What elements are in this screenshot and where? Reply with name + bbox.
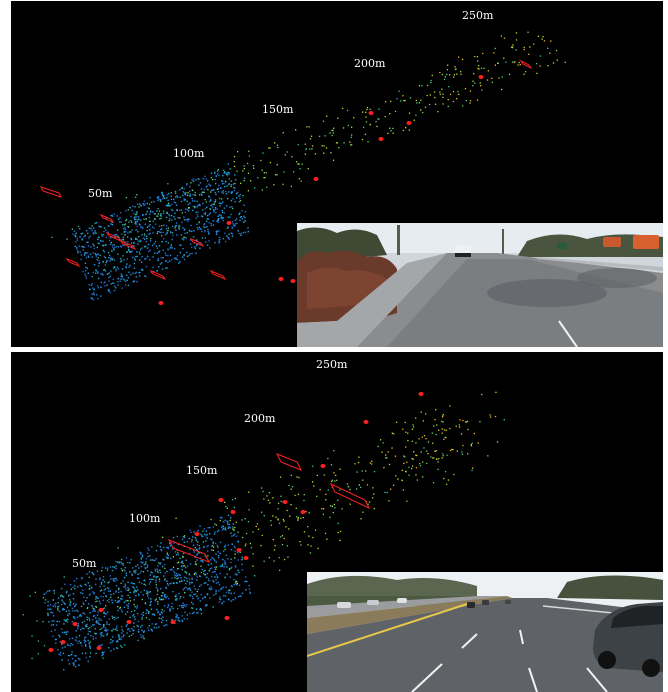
pointcloud-top bbox=[40, 31, 566, 305]
camera-image-top bbox=[297, 223, 663, 347]
distance-label-250m: 250m bbox=[462, 9, 494, 22]
distance-label-200m: 200m bbox=[354, 57, 386, 70]
distance-label-100m: 100m bbox=[173, 147, 205, 160]
detection-boxes bbox=[48, 392, 424, 652]
distance-label-50m: 50m bbox=[88, 187, 113, 200]
camera-image-bottom bbox=[307, 572, 663, 692]
distance-label-100m: 100m bbox=[129, 512, 161, 525]
lidar-points bbox=[51, 31, 566, 301]
lidar-panel-top: 50m 100m 150m 200m 250m bbox=[11, 1, 663, 347]
distance-label-50m: 50m bbox=[72, 557, 97, 570]
distance-label-150m: 150m bbox=[186, 464, 218, 477]
distance-label-200m: 200m bbox=[244, 412, 276, 425]
lidar-panel-bottom: 50m 100m 150m 200m 250m bbox=[11, 352, 663, 692]
detection-boxes bbox=[40, 59, 533, 305]
pointcloud-bottom bbox=[22, 391, 505, 671]
distance-label-250m: 250m bbox=[316, 358, 348, 371]
distance-label-150m: 150m bbox=[262, 103, 294, 116]
